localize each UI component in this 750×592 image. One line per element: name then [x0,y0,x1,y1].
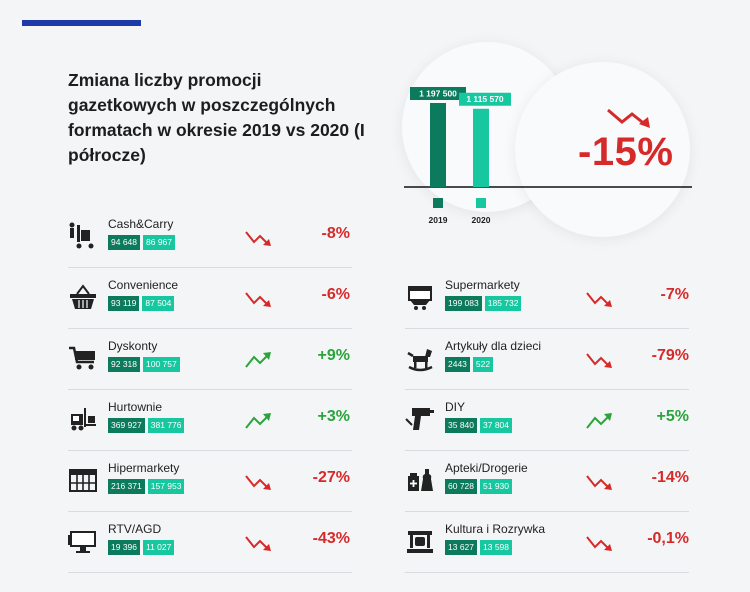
pharmacy-icon [408,469,433,491]
cart-icon [69,346,95,370]
data-label-2019: 1 197 500 [419,89,457,99]
category-name: Apteki/Drogerie [445,461,528,475]
trend-down-icon [586,353,612,368]
value-2020: 381 776 [147,418,185,433]
value-2019: 369 927 [108,418,145,433]
data-label-2020: 1 115 570 [466,94,504,104]
category-row: Dyskonty 92 318 100 757 +9% [68,329,352,390]
value-2019: 19 396 [108,540,140,555]
change-percent: -43% [312,530,350,547]
theater-icon [407,531,433,553]
tick-label-2019: 2019 [429,215,448,225]
value-2020: 13 598 [480,540,512,555]
category-name: Hurtownie [108,400,163,414]
trolley-icon [69,222,94,249]
category-name: Supermarkety [445,278,520,292]
change-percent: +5% [656,408,689,425]
trend-up-icon [586,413,612,429]
trend-down-icon [245,536,271,551]
change-percent: -79% [651,347,689,364]
category-row: Supermarkety 199 083 185 732 -7% [405,268,689,329]
value-2019: 93 119 [108,296,140,311]
category-name: Cash&Carry [108,217,174,231]
category-row: Kultura i Rozrywka 13 627 13 598 -0,1% [405,512,689,573]
bar-2019 [430,103,446,187]
value-2019: 92 318 [108,357,140,372]
category-row: Convenience 93 119 87 504 -6% [68,268,352,329]
value-2020: 86 967 [143,235,175,250]
bar-label-bg [459,92,511,106]
total-bar-chart: 1 197 500 2019 1 115 570 2020 [404,87,692,225]
page-title: Zmiana liczby promocji gazetkowych w pos… [68,70,365,165]
change-percent: -27% [312,469,350,486]
category-name: Convenience [108,278,179,292]
accent-bar [22,20,141,26]
category-row: Hurtownie 369 927 381 776 +3% [68,390,352,451]
legend-swatch-2019 [433,198,443,208]
change-percent: -6% [321,286,350,303]
trend-down-icon [607,108,650,128]
value-2019: 94 648 [108,235,140,250]
value-2020: 37 804 [480,418,512,433]
change-percent: +3% [317,408,350,425]
category-row: Artykuły dla dzieci 2443 522 -79% [405,329,689,390]
rocking-horse-icon [407,349,433,372]
change-percent: -0,1% [647,530,689,547]
legend-swatch-2020 [476,198,486,208]
category-name: Hipermarkety [108,461,180,475]
category-name: DIY [445,400,466,414]
value-2020: 100 757 [143,357,180,372]
value-2019: 2443 [445,357,470,372]
value-2020: 87 504 [142,296,175,311]
change-percent: -8% [321,225,350,242]
change-percent: +9% [317,347,350,364]
value-2019: 60 728 [445,479,477,494]
value-2020: 157 953 [147,479,185,494]
trend-down-icon [245,231,271,246]
value-2020: 185 732 [484,296,522,311]
value-2019: 216 371 [108,479,145,494]
category-row: Apteki/Drogerie 60 728 51 930 -14% [405,451,689,512]
value-2020: 11 027 [143,540,175,555]
category-row: Hipermarkety 216 371 157 953 -27% [68,451,352,512]
category-name: Kultura i Rozrywka [445,522,546,536]
forklift-icon [71,408,96,431]
supermarket-icon [408,286,432,310]
value-2020: 51 930 [480,479,512,494]
value-2019: 35 840 [445,418,477,433]
change-percent: -7% [660,286,689,303]
bar-2020 [473,108,489,187]
category-name: RTV/AGD [108,522,162,536]
category-row: RTV/AGD 19 396 11 027 -43% [68,512,352,573]
value-2019: 13 627 [445,540,477,555]
value-2019: 199 083 [445,296,482,311]
trend-up-icon [245,413,271,429]
trend-down-icon [245,475,271,490]
trend-up-icon [245,352,271,368]
trend-down-icon [245,292,271,307]
category-name: Artykuły dla dzieci [445,339,542,353]
tick-label-2020: 2020 [472,215,491,225]
trend-down-icon [586,475,612,490]
monitor-icon [68,531,96,553]
total-change: -15% [578,130,674,174]
store-icon [69,469,97,492]
category-row: DIY 35 840 37 804 +5% [405,390,689,451]
change-percent: -14% [651,469,689,486]
category-row: Cash&Carry 94 648 86 967 -8% [68,207,352,268]
change-circle [515,62,690,237]
category-name: Dyskonty [108,339,158,353]
drill-icon [405,408,434,430]
trend-down-icon [586,536,612,551]
value-2020: 522 [472,357,494,372]
basket-icon [70,284,96,309]
bar-label-bg [410,87,466,100]
trend-down-icon [586,292,612,307]
